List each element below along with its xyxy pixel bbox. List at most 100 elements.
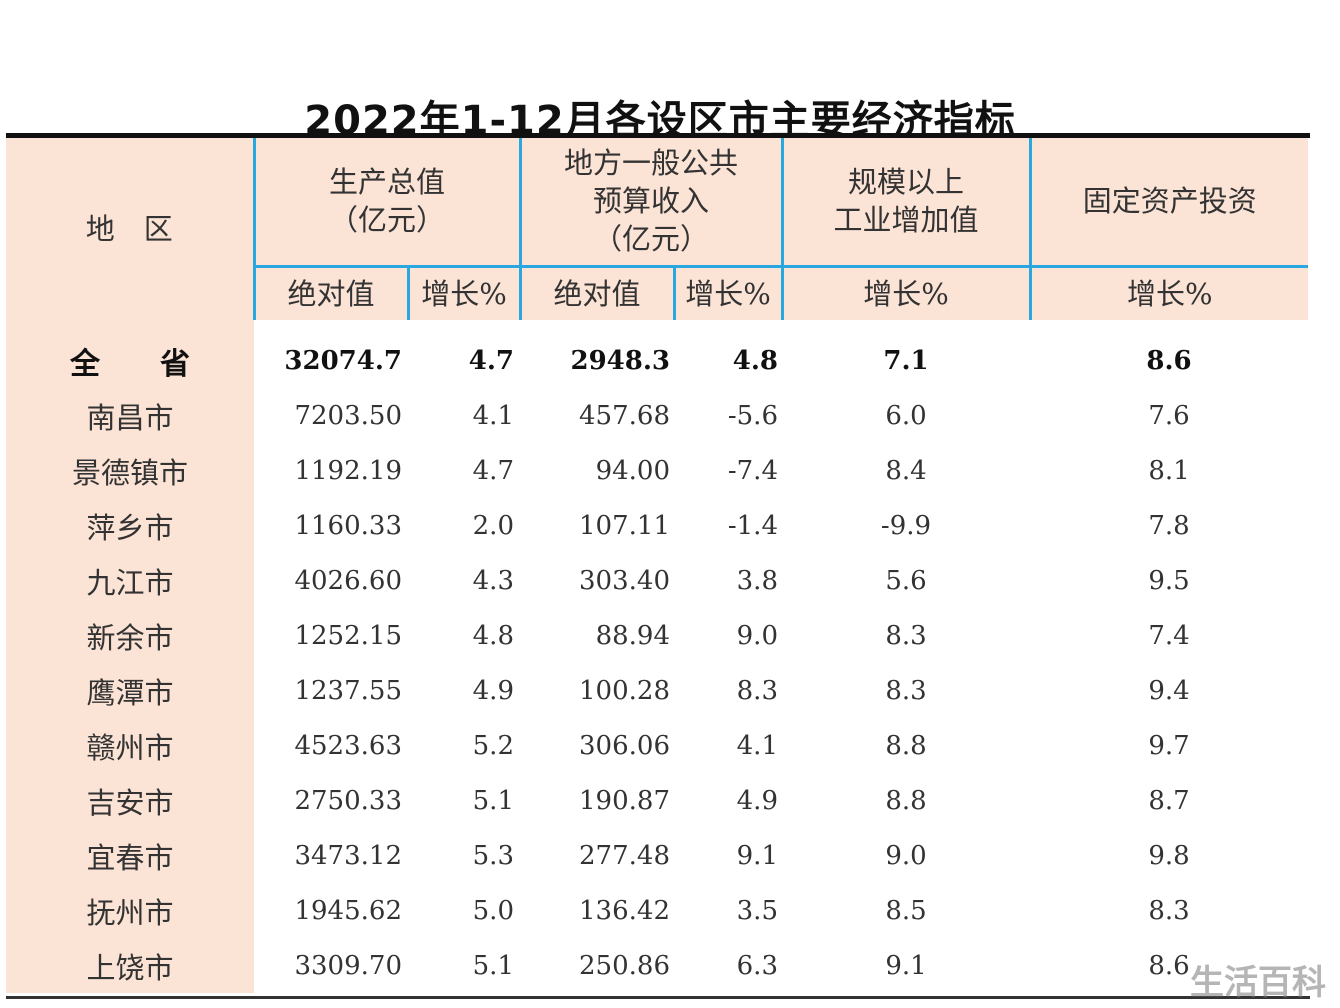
region-name: 九江市 (6, 553, 254, 608)
budget-abs: 457.68 (579, 400, 670, 431)
investment-growth: 7.8 (1148, 510, 1190, 541)
investment-growth: 9.4 (1148, 675, 1190, 706)
gdp-abs: 3309.70 (294, 950, 402, 981)
table-row: 全 省 32074.7 4.7 2948.3 4.8 7.1 8.6 (6, 334, 1308, 388)
investment-growth: 9.5 (1148, 565, 1190, 596)
gdp-abs: 7203.50 (294, 400, 402, 431)
gdp-growth: 4.7 (472, 455, 514, 486)
gdp-growth: 5.2 (472, 730, 514, 761)
investment-growth: 9.8 (1148, 840, 1190, 871)
budget-abs: 250.86 (579, 950, 670, 981)
table-row: 宜春市 3473.12 5.3 277.48 9.1 9.0 9.8 (6, 828, 1308, 883)
investment-growth: 8.3 (1148, 895, 1190, 926)
region-name: 赣州市 (6, 718, 254, 773)
header-gdp: 生产总值 （亿元） (254, 138, 522, 268)
economic-indicators-table: 地 区 生产总值 （亿元） 地方一般公共 预算收入 （亿元） 规模以上 工业增加… (6, 138, 1308, 993)
budget-abs: 136.42 (579, 895, 670, 926)
budget-growth: 4.1 (736, 730, 778, 761)
budget-abs: 94.00 (595, 455, 670, 486)
gdp-growth: 5.1 (472, 785, 514, 816)
table-row: 南昌市 7203.50 4.1 457.68 -5.6 6.0 7.6 (6, 388, 1308, 443)
gdp-abs: 1252.15 (294, 620, 402, 651)
gdp-abs: 1945.62 (294, 895, 402, 926)
region-name: 萍乡市 (6, 498, 254, 553)
bottom-rule (6, 996, 1310, 999)
header-industry: 规模以上 工业增加值 (782, 138, 1032, 268)
region-name: 抚州市 (6, 883, 254, 938)
table-row: 萍乡市 1160.33 2.0 107.11 -1.4 -9.9 7.8 (6, 498, 1308, 553)
gdp-abs: 3473.12 (294, 840, 402, 871)
industry-growth: 5.6 (885, 565, 927, 596)
watermark: 生活百科 (1190, 963, 1326, 1003)
industry-growth: 9.1 (885, 950, 927, 981)
budget-abs: 100.28 (579, 675, 670, 706)
gdp-growth: 5.0 (472, 895, 514, 926)
gdp-growth: 4.1 (472, 400, 514, 431)
table-row: 新余市 1252.15 4.8 88.94 9.0 8.3 7.4 (6, 608, 1308, 663)
top-rule (6, 133, 1310, 138)
table-row: 九江市 4026.60 4.3 303.40 3.8 5.6 9.5 (6, 553, 1308, 608)
budget-growth: 4.8 (732, 346, 778, 376)
region-name: 南昌市 (6, 388, 254, 443)
header-gdp-growth: 增长% (408, 266, 522, 320)
gdp-abs: 1160.33 (294, 510, 402, 541)
budget-abs: 88.94 (595, 620, 670, 651)
budget-growth: 3.8 (736, 565, 778, 596)
investment-growth: 8.1 (1148, 455, 1190, 486)
industry-growth: 8.8 (885, 785, 927, 816)
gdp-abs: 4026.60 (294, 565, 402, 596)
header-budget: 地方一般公共 预算收入 （亿元） (520, 138, 784, 268)
industry-growth: 8.3 (885, 620, 927, 651)
industry-growth: 8.5 (885, 895, 927, 926)
industry-growth: 9.0 (885, 840, 927, 871)
table-row: 景德镇市 1192.19 4.7 94.00 -7.4 8.4 8.1 (6, 443, 1308, 498)
industry-growth: 7.1 (883, 346, 929, 376)
budget-abs: 2948.3 (570, 346, 670, 376)
header-region: 地 区 (6, 138, 256, 320)
investment-growth: 7.4 (1148, 620, 1190, 651)
budget-growth: 9.0 (736, 620, 778, 651)
gdp-abs: 1237.55 (294, 675, 402, 706)
budget-abs: 277.48 (579, 840, 670, 871)
budget-abs: 190.87 (579, 785, 670, 816)
region-name: 宜春市 (6, 828, 254, 883)
gdp-growth: 4.8 (472, 620, 514, 651)
investment-growth: 8.6 (1146, 346, 1192, 376)
budget-growth: 4.9 (736, 785, 778, 816)
industry-growth: -9.9 (880, 510, 932, 541)
budget-growth: -1.4 (727, 510, 778, 541)
investment-growth: 8.6 (1148, 950, 1190, 981)
gdp-abs: 32074.7 (284, 346, 402, 376)
investment-growth: 8.7 (1148, 785, 1190, 816)
header-budget-abs: 绝对值 (520, 266, 676, 320)
header-investment-growth: 增长% (1030, 266, 1308, 320)
header-gdp-abs: 绝对值 (254, 266, 410, 320)
budget-abs: 107.11 (579, 510, 670, 541)
investment-growth: 9.7 (1148, 730, 1190, 761)
header-budget-growth: 增长% (674, 266, 784, 320)
gdp-growth: 5.3 (472, 840, 514, 871)
region-name: 上饶市 (6, 938, 254, 993)
industry-growth: 8.3 (885, 675, 927, 706)
investment-growth: 7.6 (1148, 400, 1190, 431)
gdp-abs: 1192.19 (294, 455, 402, 486)
gdp-growth: 5.1 (472, 950, 514, 981)
header-investment: 固定资产投资 (1030, 138, 1308, 268)
table-row: 鹰潭市 1237.55 4.9 100.28 8.3 8.3 9.4 (6, 663, 1308, 718)
budget-growth: 9.1 (736, 840, 778, 871)
budget-abs: 306.06 (579, 730, 670, 761)
header-industry-growth: 增长% (782, 266, 1032, 320)
region-name: 景德镇市 (6, 443, 254, 498)
region-name: 鹰潭市 (6, 663, 254, 718)
gdp-growth: 4.9 (472, 675, 514, 706)
table-row: 吉安市 2750.33 5.1 190.87 4.9 8.8 8.7 (6, 773, 1308, 828)
table-row: 抚州市 1945.62 5.0 136.42 3.5 8.5 8.3 (6, 883, 1308, 938)
table-row: 赣州市 4523.63 5.2 306.06 4.1 8.8 9.7 (6, 718, 1308, 773)
region-name: 新余市 (6, 608, 254, 663)
budget-growth: -5.6 (727, 400, 778, 431)
industry-growth: 8.4 (885, 455, 927, 486)
budget-growth: -7.4 (727, 455, 778, 486)
gdp-abs: 4523.63 (294, 730, 402, 761)
industry-growth: 6.0 (885, 400, 927, 431)
budget-growth: 3.5 (736, 895, 778, 926)
